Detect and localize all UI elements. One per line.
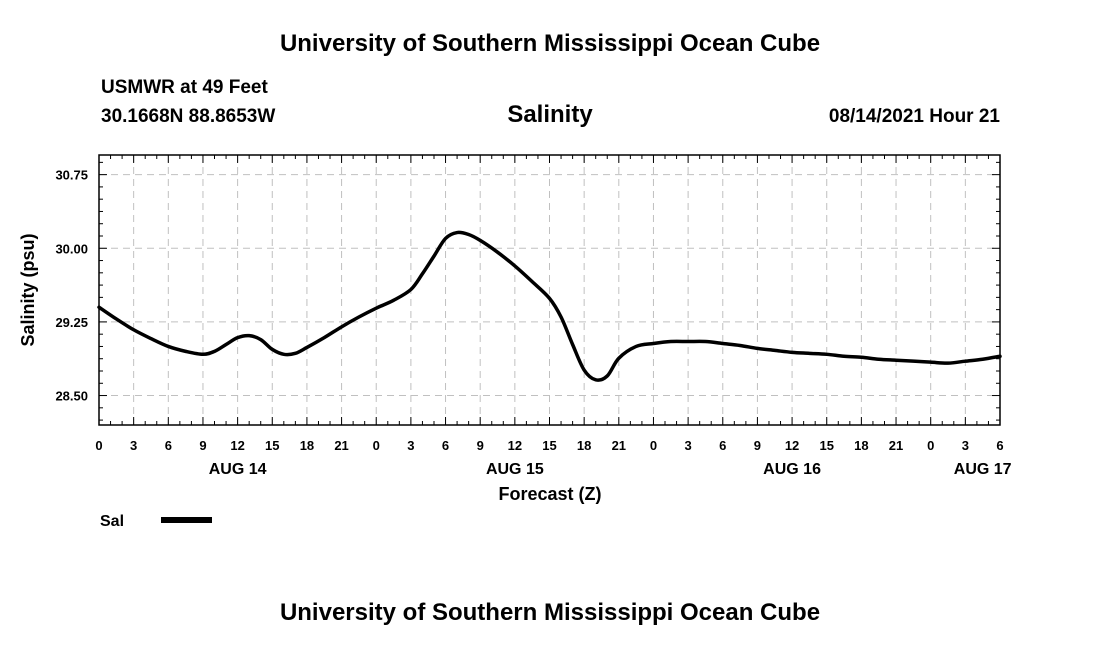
day-label: AUG 14: [209, 461, 267, 478]
x-tick-label: 0: [95, 438, 102, 453]
top-title: University of Southern Mississippi Ocean…: [279, 30, 821, 57]
x-tick-label: 0: [927, 438, 934, 453]
y-tick-label: 30.00: [55, 241, 88, 256]
x-tick-label: 6: [165, 438, 172, 453]
x-tick-label: 12: [230, 438, 244, 453]
x-tick-label: 6: [442, 438, 449, 453]
x-tick-label: 9: [754, 438, 761, 453]
x-tick-label: 3: [684, 438, 691, 453]
grid-layer: [99, 155, 1000, 425]
x-tick-label: 21: [889, 438, 903, 453]
x-tick-label: 9: [477, 438, 484, 453]
x-tick-label: 15: [819, 438, 833, 453]
x-tick-label: 6: [996, 438, 1003, 453]
x-axis-title: Forecast (Z): [498, 484, 601, 504]
day-label: AUG 16: [763, 461, 821, 478]
x-tick-label: 3: [407, 438, 414, 453]
station-label: USMWR at 49 Feet: [101, 77, 268, 98]
x-tick-label: 12: [785, 438, 799, 453]
y-axis-title: Salinity (psu): [18, 233, 38, 346]
x-tick-label: 21: [334, 438, 348, 453]
station-coordinates: 30.1668N 88.8653W: [101, 106, 276, 127]
chart-title: Salinity: [507, 101, 593, 128]
y-tick-label: 30.75: [55, 168, 88, 183]
y-tick-label: 28.50: [55, 389, 88, 404]
x-tick-label: 18: [854, 438, 868, 453]
x-tick-label: 6: [719, 438, 726, 453]
series-layer: [97, 230, 1002, 382]
x-tick-label: 0: [650, 438, 657, 453]
x-tick-label: 15: [265, 438, 279, 453]
label-layer: 0 3 6 9 12 15 18 21 0 3 6 9 12 15 18 21 0 3 6 9 12 15 18 21 0 3 6 2…: [18, 168, 1012, 504]
legend-label-sal: Sal: [100, 513, 124, 530]
legend: Sal: [100, 513, 212, 530]
x-tick-label: 21: [612, 438, 626, 453]
x-tick-label: 12: [508, 438, 522, 453]
y-tick-label: 29.25: [55, 315, 88, 330]
x-tick-label: 18: [577, 438, 591, 453]
x-tick-label: 3: [130, 438, 137, 453]
x-tick-label: 3: [962, 438, 969, 453]
x-tick-label: 0: [373, 438, 380, 453]
forecast-timestamp: 08/14/2021 Hour 21: [828, 106, 1000, 127]
axis-layer: [98, 155, 1001, 425]
day-label: AUG 15: [486, 461, 544, 478]
x-tick-label: 15: [542, 438, 556, 453]
x-tick-label: 18: [300, 438, 314, 453]
x-tick-label: 9: [199, 438, 206, 453]
series-line-sal: [97, 230, 1002, 382]
bottom-title: University of Southern Mississippi Ocean…: [279, 599, 821, 626]
day-label: AUG 17: [954, 461, 1012, 478]
